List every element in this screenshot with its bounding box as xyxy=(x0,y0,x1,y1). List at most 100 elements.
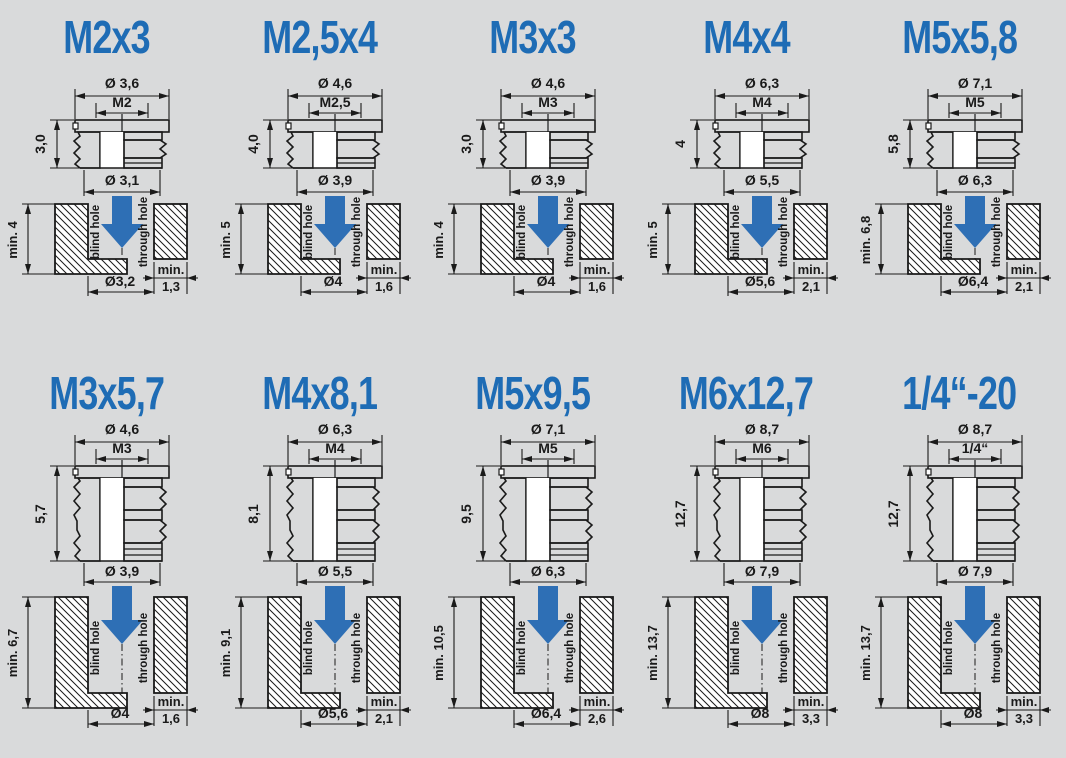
panel-title-text: M3x3 xyxy=(489,11,577,63)
min-prefix-label: min. xyxy=(584,694,611,709)
hole-diameter-dimension: Ø4 xyxy=(300,273,368,296)
thread-label: M2,5 xyxy=(320,94,351,110)
insert-panel: M3x3 Ø 4,6 M3 xyxy=(426,0,639,312)
panel-title: M3x3 xyxy=(426,0,639,74)
min-floor-label: 1,6 xyxy=(588,279,606,294)
insert-bottom-diameter-label: Ø 3,9 xyxy=(318,172,352,188)
hole-diameter-dimension: Ø8 xyxy=(727,705,794,728)
insert-bottom-diameter-label: Ø 6,3 xyxy=(531,563,565,579)
min-prefix-label: min. xyxy=(584,262,611,277)
insert-height-label: 3,0 xyxy=(458,134,474,154)
hole-diameter-dimension: Ø8 xyxy=(940,705,1007,728)
insert-height-label: 12,7 xyxy=(672,500,688,527)
hole-diameter-label: Ø5,6 xyxy=(318,705,349,721)
insert-bottom-diameter-dimension: Ø 5,5 xyxy=(723,170,801,196)
through-hole-label: through hole xyxy=(991,613,1003,683)
through-hole-label: through hole xyxy=(351,197,363,267)
through-hole-block xyxy=(153,203,188,260)
hole-depth-label: min. 5 xyxy=(645,221,660,259)
insert-cross-section xyxy=(925,460,1023,562)
thread-label: M4 xyxy=(326,440,346,456)
blind-hole-label: blind hole xyxy=(303,205,315,259)
insert-bottom-diameter-dimension: Ø 3,9 xyxy=(83,563,161,586)
hole-depth-label: min. 5 xyxy=(218,221,233,259)
outer-diameter-dimension: Ø 6,3 xyxy=(287,421,383,465)
hole-depth-dimension: min. 5 xyxy=(645,203,695,275)
insert-bottom-diameter-dimension: Ø 3,9 xyxy=(296,170,374,196)
hole-depth-label: min. 4 xyxy=(431,220,446,258)
min-floor-label: 3,3 xyxy=(1015,711,1033,726)
hole-diameter-label: Ø4 xyxy=(324,273,343,289)
hole-diameter-label: Ø3,2 xyxy=(105,273,136,289)
insert-panel: M4x4 Ø 6,3 M4 xyxy=(640,0,853,312)
panel-title-text: M6x12,7 xyxy=(679,367,814,419)
insert-bottom-diameter-dimension: Ø 6,3 xyxy=(509,563,588,586)
outer-diameter-label: Ø 4,6 xyxy=(105,421,139,437)
hole-diameter-dimension: Ø6,4 xyxy=(513,705,581,728)
hole-diameter-label: Ø4 xyxy=(111,705,130,721)
outer-diameter-dimension: Ø 4,6 xyxy=(287,75,383,119)
insert-bottom-diameter-dimension: Ø 7,9 xyxy=(936,563,1014,586)
hole-diameter-dimension: Ø4 xyxy=(513,273,581,296)
insertion-arrow-icon xyxy=(953,586,996,644)
min-floor-dimension: min. 1,6 xyxy=(143,694,199,726)
panel-title-text: M4x8,1 xyxy=(262,367,378,419)
hole-diameter-label: Ø6,4 xyxy=(531,705,562,721)
hole-depth-label: min. 4 xyxy=(5,220,20,258)
insert-bottom-diameter-label: Ø 7,9 xyxy=(745,563,779,579)
blind-hole-label: blind hole xyxy=(730,205,742,259)
min-floor-dimension: min. 2,1 xyxy=(356,694,412,726)
panel-drawing: Ø 4,6 M3 xyxy=(431,75,625,296)
min-floor-label: 1,3 xyxy=(162,279,180,294)
through-hole-block xyxy=(1005,203,1041,260)
hole-depth-dimension: min. 13,7 xyxy=(645,596,695,709)
insert-height-dimension: 12,7 xyxy=(885,465,932,562)
panel-title-text: M2x3 xyxy=(63,11,150,63)
min-prefix-label: min. xyxy=(158,694,185,709)
panel-title-text: M4x4 xyxy=(702,11,790,63)
min-prefix-label: min. xyxy=(1010,262,1037,277)
blind-hole-label: blind hole xyxy=(303,621,315,675)
through-hole-label: through hole xyxy=(564,197,576,267)
insert-cross-section xyxy=(712,460,810,562)
thread-label: M6 xyxy=(752,440,772,456)
thread-dimension: M5 xyxy=(521,440,576,464)
insert-height-label: 5,8 xyxy=(885,134,901,154)
insert-panel: M2,5x4 Ø 4,6 M2,5 xyxy=(213,0,426,312)
hole-diameter-dimension: Ø5,6 xyxy=(727,273,794,296)
through-hole-label: through hole xyxy=(778,197,790,267)
min-floor-label: 3,3 xyxy=(802,711,820,726)
outer-diameter-dimension: Ø 4,6 xyxy=(500,75,597,119)
panel-title: M5x9,5 xyxy=(426,366,639,420)
insert-bottom-diameter-label: Ø 3,1 xyxy=(105,172,139,188)
min-floor-label: 2,1 xyxy=(1015,279,1033,294)
blind-hole-label: blind hole xyxy=(90,621,102,675)
through-hole-label: through hole xyxy=(351,613,363,683)
panel-drawing: Ø 3,6 M2 xyxy=(5,75,199,296)
insert-height-dimension: 4 xyxy=(672,119,719,169)
hole-depth-label: min. 10,5 xyxy=(431,625,446,681)
through-hole-block xyxy=(1005,596,1041,694)
insert-height-label: 9,5 xyxy=(458,504,474,524)
insert-panel: M5x9,5 Ø 7,1 M5 xyxy=(426,366,639,758)
panel-title-text: M2,5x4 xyxy=(262,11,378,63)
blind-hole-label: blind hole xyxy=(516,205,528,259)
insert-height-label: 8,1 xyxy=(245,504,261,524)
min-floor-dimension: min. 1,6 xyxy=(356,262,412,294)
insert-cross-section xyxy=(498,460,597,562)
hole-diameter-label: Ø8 xyxy=(750,705,769,721)
min-floor-label: 2,1 xyxy=(375,711,393,726)
hole-depth-dimension: min. 6,8 xyxy=(858,203,908,275)
outer-diameter-dimension: Ø 7,1 xyxy=(927,75,1023,119)
insert-height-dimension: 8,1 xyxy=(245,465,293,562)
thread-label: M3 xyxy=(112,440,132,456)
thread-dimension: M4 xyxy=(308,440,362,464)
hole-depth-dimension: min. 4 xyxy=(431,203,482,275)
insert-height-label: 4 xyxy=(672,140,688,148)
panel-drawing: Ø 7,1 M5 xyxy=(431,421,625,728)
insert-bottom-diameter-label: Ø 7,9 xyxy=(958,563,992,579)
installation-hole-drawing: blind hole through hole xyxy=(267,197,402,275)
insertion-arrow-icon xyxy=(740,586,783,644)
min-floor-dimension: min. 2,6 xyxy=(569,694,625,726)
